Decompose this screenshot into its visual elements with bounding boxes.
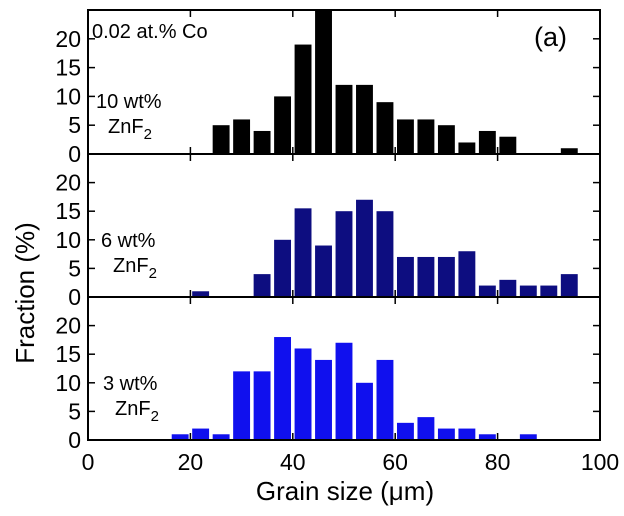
histogram-bar bbox=[519, 285, 537, 297]
histogram-bar bbox=[417, 256, 435, 297]
histogram-bar bbox=[560, 148, 578, 154]
histogram-bar bbox=[315, 10, 332, 154]
histogram-bar bbox=[335, 342, 353, 440]
series-label-compound-main: ZnF bbox=[113, 255, 149, 277]
y-tick-label: 15 bbox=[55, 198, 81, 224]
histogram-bar bbox=[294, 348, 312, 440]
series-label-compound: ZnF2 bbox=[115, 398, 159, 425]
series-label-compound: ZnF2 bbox=[108, 116, 152, 143]
series-label-compound: ZnF2 bbox=[113, 255, 157, 282]
x-tick-label: 0 bbox=[82, 449, 95, 475]
histogram-bar bbox=[417, 417, 435, 440]
x-axis-label: Grain size (μm) bbox=[256, 476, 434, 506]
series-label-concentration: 10 wt% bbox=[96, 91, 162, 113]
series-label-compound-subscript: 2 bbox=[151, 408, 159, 425]
x-tick-label: 80 bbox=[485, 449, 511, 475]
histogram-bar bbox=[233, 371, 251, 440]
y-tick-label: 0 bbox=[68, 284, 81, 310]
y-tick-label: 10 bbox=[55, 83, 81, 109]
y-tick-label: 20 bbox=[55, 313, 81, 339]
histogram-bar bbox=[192, 428, 210, 440]
histogram-bar bbox=[396, 119, 414, 154]
histogram-bar bbox=[519, 434, 537, 440]
y-axis-label: Fraction (%) bbox=[10, 222, 40, 364]
y-tick-label: 10 bbox=[55, 370, 81, 396]
panel-label: (a) bbox=[534, 22, 567, 52]
histogram-bar bbox=[560, 274, 578, 297]
histogram-bar bbox=[437, 256, 455, 297]
histogram-bar bbox=[499, 136, 517, 154]
histogram-bar bbox=[192, 291, 210, 297]
histogram-bar bbox=[437, 428, 455, 440]
composition-annotation: 0.02 at.% Co bbox=[92, 21, 208, 43]
y-tick-label: 20 bbox=[55, 170, 81, 196]
x-tick-label: 100 bbox=[581, 449, 619, 475]
histogram-bar bbox=[274, 337, 292, 440]
y-tick-label: 0 bbox=[68, 141, 81, 167]
x-tick-label: 60 bbox=[382, 449, 408, 475]
histogram-bar bbox=[376, 359, 394, 440]
y-tick-label: 20 bbox=[55, 26, 81, 52]
histogram-bar bbox=[437, 125, 455, 154]
histogram-bar bbox=[356, 199, 373, 297]
histogram-bar bbox=[253, 130, 271, 154]
series-label-concentration: 3 wt% bbox=[103, 373, 158, 395]
y-tick-label: 5 bbox=[68, 398, 81, 424]
x-axis: 0 20 40 60 80 100 bbox=[82, 449, 620, 475]
histogram-bar bbox=[294, 208, 312, 297]
histogram-bar bbox=[294, 44, 312, 155]
histogram-bar bbox=[478, 285, 496, 297]
histogram-bar bbox=[335, 84, 353, 154]
histogram-bar bbox=[274, 96, 292, 154]
y-tick-label: 5 bbox=[68, 255, 81, 281]
series-label-concentration: 6 wt% bbox=[101, 230, 156, 252]
histogram-bar bbox=[458, 251, 476, 297]
histogram-bar bbox=[335, 211, 353, 297]
histogram-bar bbox=[376, 211, 394, 297]
x-tick-label: 40 bbox=[280, 449, 306, 475]
histogram-bar bbox=[396, 422, 414, 440]
series-label-compound-main: ZnF bbox=[108, 116, 144, 138]
histogram-bar bbox=[253, 371, 271, 440]
histogram-bar bbox=[478, 434, 496, 440]
histogram-bar bbox=[253, 274, 271, 297]
series-label-compound-subscript: 2 bbox=[149, 265, 157, 282]
histogram-bar bbox=[458, 428, 476, 440]
histogram-bar bbox=[315, 359, 332, 440]
histogram-bar bbox=[499, 279, 517, 297]
series-label-compound-main: ZnF bbox=[115, 398, 151, 420]
y-tick-label: 15 bbox=[55, 341, 81, 367]
series-label-compound-subscript: 2 bbox=[144, 126, 152, 143]
panel-frame bbox=[87, 296, 601, 441]
histogram-bar bbox=[171, 434, 189, 440]
histogram-bar bbox=[274, 239, 292, 297]
histogram-bar bbox=[356, 382, 373, 440]
histogram-bar bbox=[540, 285, 558, 297]
histogram-bar bbox=[356, 84, 373, 154]
histogram-bar bbox=[376, 102, 394, 154]
y-tick-label: 5 bbox=[68, 112, 81, 138]
histogram-bar bbox=[417, 119, 435, 154]
y-tick-label: 15 bbox=[55, 55, 81, 81]
y-tick-label: 10 bbox=[55, 227, 81, 253]
histogram-bar bbox=[396, 256, 414, 297]
histogram-bar bbox=[478, 130, 496, 154]
histogram-bar bbox=[212, 434, 230, 440]
x-tick-label: 20 bbox=[178, 449, 204, 475]
histogram-bar bbox=[458, 142, 476, 154]
histogram-bar bbox=[233, 119, 251, 154]
y-tick-label: 0 bbox=[68, 427, 81, 453]
histogram-bar bbox=[212, 125, 230, 154]
histogram-bar bbox=[315, 245, 332, 297]
